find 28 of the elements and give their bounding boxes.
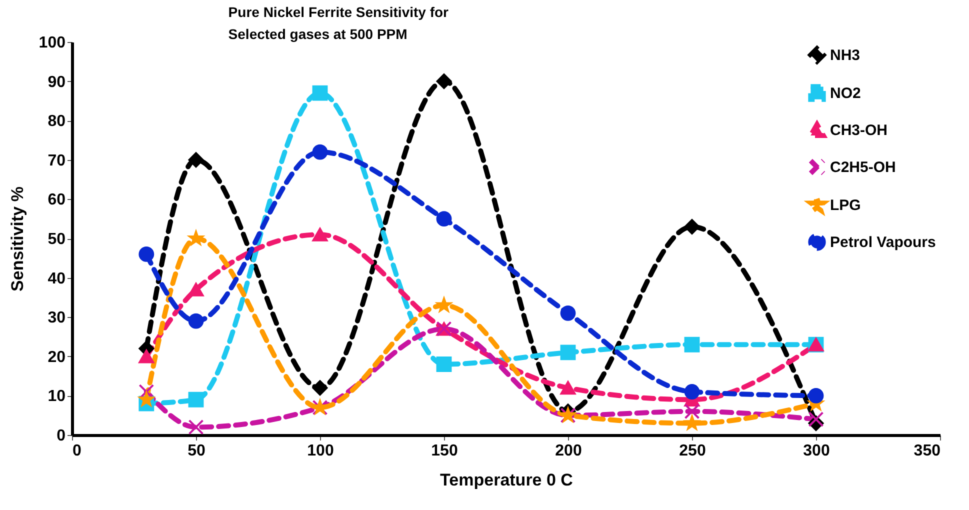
legend-label: C2H5-OH xyxy=(830,159,896,176)
legend-label: NO2 xyxy=(830,85,861,102)
legend-label: CH3-OH xyxy=(830,122,888,139)
y-tick-label: 60 xyxy=(48,192,66,209)
y-tick-label: 100 xyxy=(38,34,66,52)
y-tick-label: 50 xyxy=(48,231,66,248)
y-axis-title: Sensitivity % xyxy=(8,186,27,292)
legend-label: LPG xyxy=(830,197,861,214)
y-tick-label: 90 xyxy=(48,74,66,91)
y-tick-label: 80 xyxy=(48,113,66,130)
y-tick-label: 10 xyxy=(48,388,66,406)
y-tick-label: 0 xyxy=(56,428,66,444)
x-tick-label: 0 xyxy=(72,442,82,460)
x-tick-label: 300 xyxy=(803,442,830,460)
x-tick-label: 150 xyxy=(431,442,458,460)
y-tick-label: 30 xyxy=(48,310,66,327)
x-tick-label: 200 xyxy=(555,442,582,460)
chart-title: Pure Nickel Ferrite Sensitivity for Selected gases at 500 PPM xyxy=(228,4,450,42)
legend-label: NH3 xyxy=(830,47,860,64)
x-tick-label: 250 xyxy=(679,442,706,460)
x-tick-label: 350 xyxy=(914,442,941,460)
x-tick-label: 50 xyxy=(188,442,206,460)
legend-label: Petrol Vapours xyxy=(830,234,936,251)
x-tick-label: 100 xyxy=(307,442,334,460)
x-axis-title: Temperature 0 C xyxy=(440,470,573,490)
y-tick-label: 20 xyxy=(48,348,66,366)
y-tick-label: 40 xyxy=(48,270,66,288)
y-tick-label: 70 xyxy=(48,152,66,170)
